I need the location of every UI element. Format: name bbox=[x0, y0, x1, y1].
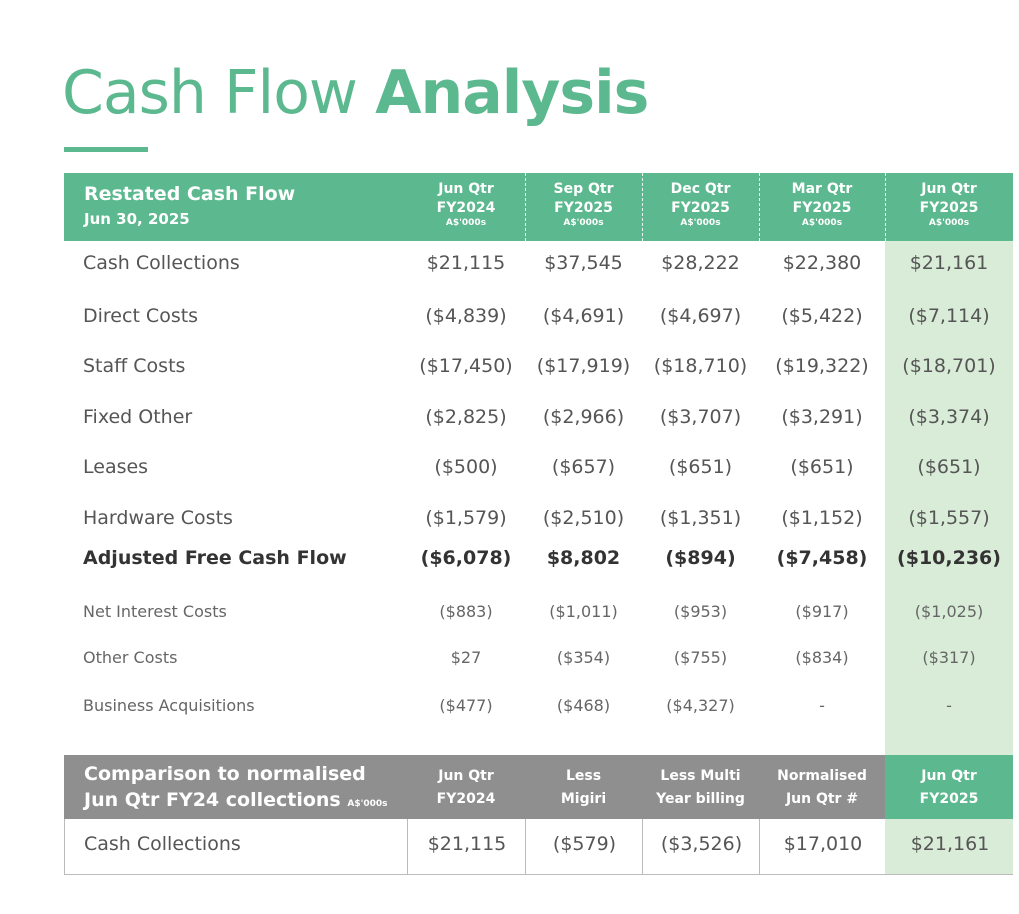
row-value: ($500) bbox=[434, 456, 498, 478]
row-label: Adjusted Free Cash Flow bbox=[83, 547, 347, 569]
row-value: ($2,966) bbox=[542, 406, 625, 428]
row-value: ($4,697) bbox=[659, 305, 742, 327]
row-label: Business Acquisitions bbox=[83, 696, 255, 715]
comparison-column-normalised: Normalised Jun Qtr # bbox=[777, 768, 867, 807]
row-value: ($5,422) bbox=[781, 305, 863, 327]
row-label: Cash Collections bbox=[83, 252, 240, 274]
comparison-value: ($3,526) bbox=[660, 833, 743, 855]
row-value: ($3,707) bbox=[659, 406, 742, 428]
column-header-jun-fy2024: Jun Qtr FY2024 A$'000s bbox=[436, 181, 496, 228]
row-value: ($1,011) bbox=[549, 602, 618, 621]
row-value: - bbox=[819, 696, 825, 715]
row-value: ($18,701) bbox=[902, 355, 996, 377]
row-value: $8,802 bbox=[546, 547, 621, 569]
column-divider bbox=[525, 173, 526, 241]
row-value: $27 bbox=[450, 648, 482, 667]
title-light: Cash Flow bbox=[62, 58, 358, 128]
row-value: ($4,839) bbox=[425, 305, 507, 327]
row-value: ($4,327) bbox=[666, 696, 735, 715]
row-value: ($7,114) bbox=[908, 305, 990, 327]
row-value: ($19,322) bbox=[775, 355, 869, 377]
comparison-divider bbox=[407, 819, 408, 874]
row-value: ($1,351) bbox=[659, 507, 742, 529]
row-value: ($7,458) bbox=[776, 547, 868, 569]
row-value: ($917) bbox=[795, 602, 849, 621]
column-header-sep-fy2025: Sep Qtr FY2025 A$'000s bbox=[553, 181, 614, 228]
row-value: ($657) bbox=[551, 456, 616, 478]
row-value: ($883) bbox=[439, 602, 493, 621]
row-value: ($1,152) bbox=[781, 507, 863, 529]
row-value: ($4,691) bbox=[542, 305, 625, 327]
row-value: ($354) bbox=[556, 648, 611, 667]
row-value: ($1,025) bbox=[914, 602, 984, 621]
column-header-jun-fy2025: Jun Qtr FY2025 A$'000s bbox=[919, 181, 979, 228]
row-value: ($17,919) bbox=[536, 355, 631, 377]
column-header-mar-fy2025: Mar Qtr FY2025 A$'000s bbox=[791, 181, 853, 228]
comparison-column-jun-fy2024: Jun Qtr FY2024 bbox=[436, 768, 496, 807]
row-value: ($1,579) bbox=[425, 507, 507, 529]
row-value: $28,222 bbox=[661, 252, 740, 274]
comparison-value: $21,161 bbox=[910, 833, 990, 855]
row-value: ($3,291) bbox=[781, 406, 863, 428]
comparison-value: ($579) bbox=[552, 833, 617, 855]
comparison-highlight-cell bbox=[885, 819, 1013, 874]
row-value: $21,161 bbox=[909, 252, 989, 274]
row-value: ($2,825) bbox=[425, 406, 507, 428]
row-value: ($477) bbox=[439, 696, 493, 715]
column-divider bbox=[759, 173, 760, 241]
row-value: ($10,236) bbox=[897, 547, 1001, 569]
comparison-value: $21,115 bbox=[427, 833, 507, 855]
column-header-dec-fy2025: Dec Qtr FY2025 A$'000s bbox=[670, 181, 731, 228]
row-value: $22,380 bbox=[782, 252, 862, 274]
comparison-row-label: Cash Collections bbox=[84, 833, 241, 855]
row-value: ($468) bbox=[556, 696, 611, 715]
comparison-column-jun-fy2025: Jun Qtr FY2025 bbox=[919, 768, 979, 807]
row-value: ($894) bbox=[665, 547, 736, 569]
row-value: ($651) bbox=[917, 456, 981, 478]
comparison-divider bbox=[759, 819, 760, 874]
comparison-row: Cash Collections $21,115 ($579) ($3,526)… bbox=[64, 819, 1013, 875]
row-value: ($651) bbox=[790, 456, 854, 478]
row-value: ($17,450) bbox=[419, 355, 513, 377]
row-label: Leases bbox=[83, 456, 149, 478]
row-label: Staff Costs bbox=[83, 355, 186, 377]
comparison-value: $17,010 bbox=[783, 833, 863, 855]
column-divider bbox=[642, 173, 643, 241]
comparison-subtitle: Jun Qtr FY24 collections A$'000s bbox=[84, 789, 388, 811]
row-value: ($2,510) bbox=[542, 507, 625, 529]
row-value: ($834) bbox=[795, 648, 849, 667]
comparison-table-header: Comparison to normalised Jun Qtr FY24 co… bbox=[64, 755, 1013, 819]
highlight-column bbox=[885, 241, 1013, 755]
row-value: ($18,710) bbox=[653, 355, 748, 377]
row-value: - bbox=[946, 696, 952, 715]
row-label: Fixed Other bbox=[83, 406, 193, 428]
page-title: Cash Flow Analysis bbox=[62, 58, 649, 128]
row-value: ($755) bbox=[673, 648, 728, 667]
row-label: Hardware Costs bbox=[83, 507, 233, 529]
comparison-column-less-migiri: Less Migiri bbox=[560, 768, 607, 807]
row-label: Direct Costs bbox=[83, 305, 199, 327]
row-value: $21,115 bbox=[426, 252, 506, 274]
comparison-divider bbox=[525, 819, 526, 874]
comparison-highlight-header bbox=[885, 755, 1013, 819]
row-value: $37,545 bbox=[544, 252, 623, 274]
row-value: ($651) bbox=[668, 456, 733, 478]
title-bold: Analysis bbox=[375, 58, 649, 128]
comparison-title: Comparison to normalised bbox=[84, 763, 366, 785]
column-divider bbox=[885, 173, 886, 241]
title-underline bbox=[64, 147, 148, 152]
row-value: ($6,078) bbox=[420, 547, 512, 569]
cash-flow-table-header: Restated Cash Flow Jun 30, 2025 Jun Qtr F… bbox=[64, 173, 1013, 241]
row-value: ($3,374) bbox=[908, 406, 990, 428]
row-label: Other Costs bbox=[83, 648, 178, 667]
row-value: ($953) bbox=[673, 602, 728, 621]
table-title: Restated Cash Flow bbox=[84, 183, 296, 205]
comparison-column-less-multi-year: Less Multi Year billing bbox=[656, 768, 745, 807]
row-value: ($317) bbox=[922, 648, 976, 667]
table-date: Jun 30, 2025 bbox=[84, 210, 190, 228]
row-label: Net Interest Costs bbox=[83, 602, 227, 621]
row-value: ($1,557) bbox=[908, 507, 990, 529]
comparison-divider bbox=[642, 819, 643, 874]
